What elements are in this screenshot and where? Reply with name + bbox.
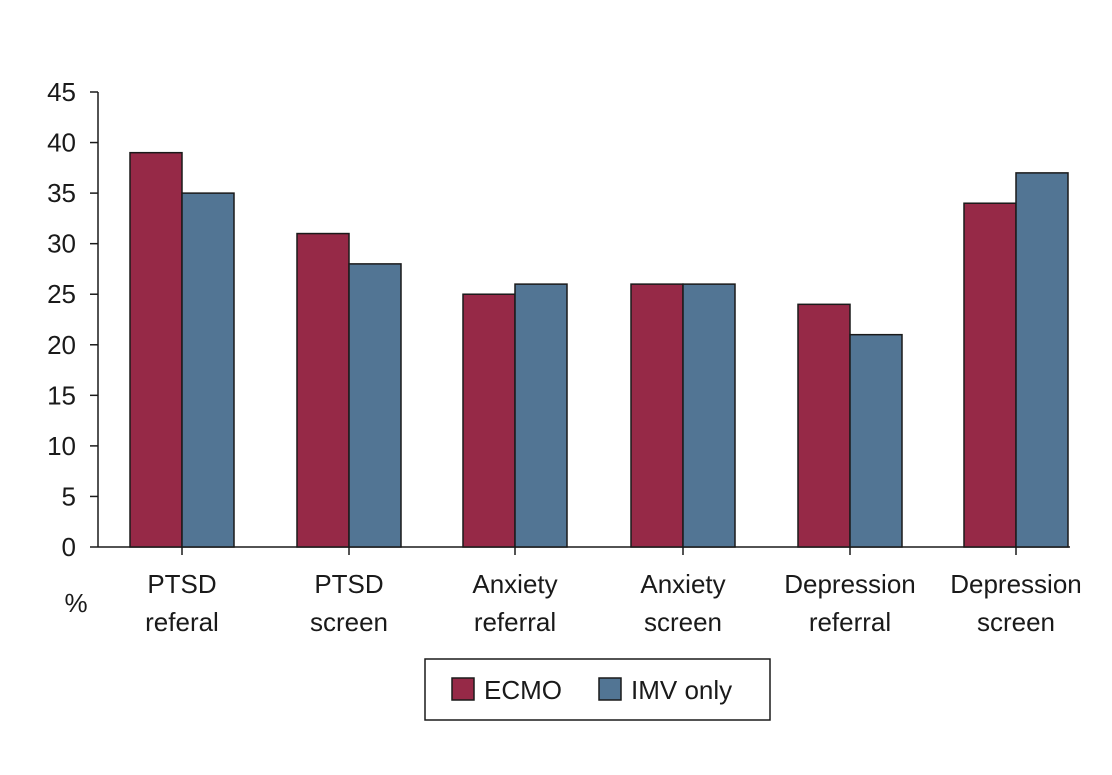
x-tick-label-line: referral [474,607,556,637]
bar-ecmo-3 [630,283,684,548]
y-tick-label: 25 [47,279,76,309]
y-tick-label: 30 [47,229,76,259]
y-tick-label: 0 [62,532,76,562]
x-tick-label-line: Anxiety [640,569,725,599]
x-tick-label: Depression screen [950,569,1082,637]
bar-ecmo-4 [797,303,851,548]
x-tick-label-line: PTSD [147,569,216,599]
bar-imv-only-4 [849,333,903,548]
x-tick-label-line: screen [644,607,722,637]
y-tick-label: 10 [47,431,76,461]
bar-imv-only-5 [1015,172,1069,548]
x-tick-label-line: screen [310,607,388,637]
bar-ecmo-5 [963,202,1017,548]
bar-ecmo-0 [129,151,183,548]
x-tick-label-line: Depression [950,569,1082,599]
x-tick-label-line: referral [809,607,891,637]
x-tick-label: Anxiety referral [472,569,557,637]
legend-label: ECMO [484,675,562,705]
x-tick-label: Anxiety screen [640,569,725,637]
x-tick-label-line: referal [145,607,219,637]
legend-box [424,658,771,721]
y-tick-label: 20 [47,330,76,360]
legend-swatch-ecmo [451,677,475,701]
y-tick-label: 35 [47,178,76,208]
y-tick-label: 5 [62,481,76,511]
y-axis-label: % [64,588,87,618]
bars [129,151,1069,548]
bar-ecmo-1 [296,232,350,548]
bar-imv-only-1 [348,263,402,548]
x-tick-label: PTSD screen [310,569,388,637]
bar-ecmo-2 [462,293,516,548]
bar-imv-only-0 [181,192,235,548]
legend-label: IMV only [631,675,732,705]
legend-swatch-imv-only [598,677,622,701]
x-tick-label-line: Anxiety [472,569,557,599]
x-tick-label-line: Depression [784,569,916,599]
y-tick-label: 45 [47,77,76,107]
x-tick-label-line: screen [977,607,1055,637]
x-tick-label: PTSD referal [145,569,219,637]
x-tick-label-line: PTSD [314,569,383,599]
legend: ECMO IMV only [424,658,771,721]
bar-imv-only-3 [682,283,736,548]
y-tick-label: 40 [47,128,76,158]
y-axis: 0 5 10 15 20 25 30 35 40 45 [47,77,99,562]
bar-imv-only-2 [514,283,568,548]
x-tick-label: Depression referral [784,569,916,637]
y-tick-label: 15 [47,380,76,410]
